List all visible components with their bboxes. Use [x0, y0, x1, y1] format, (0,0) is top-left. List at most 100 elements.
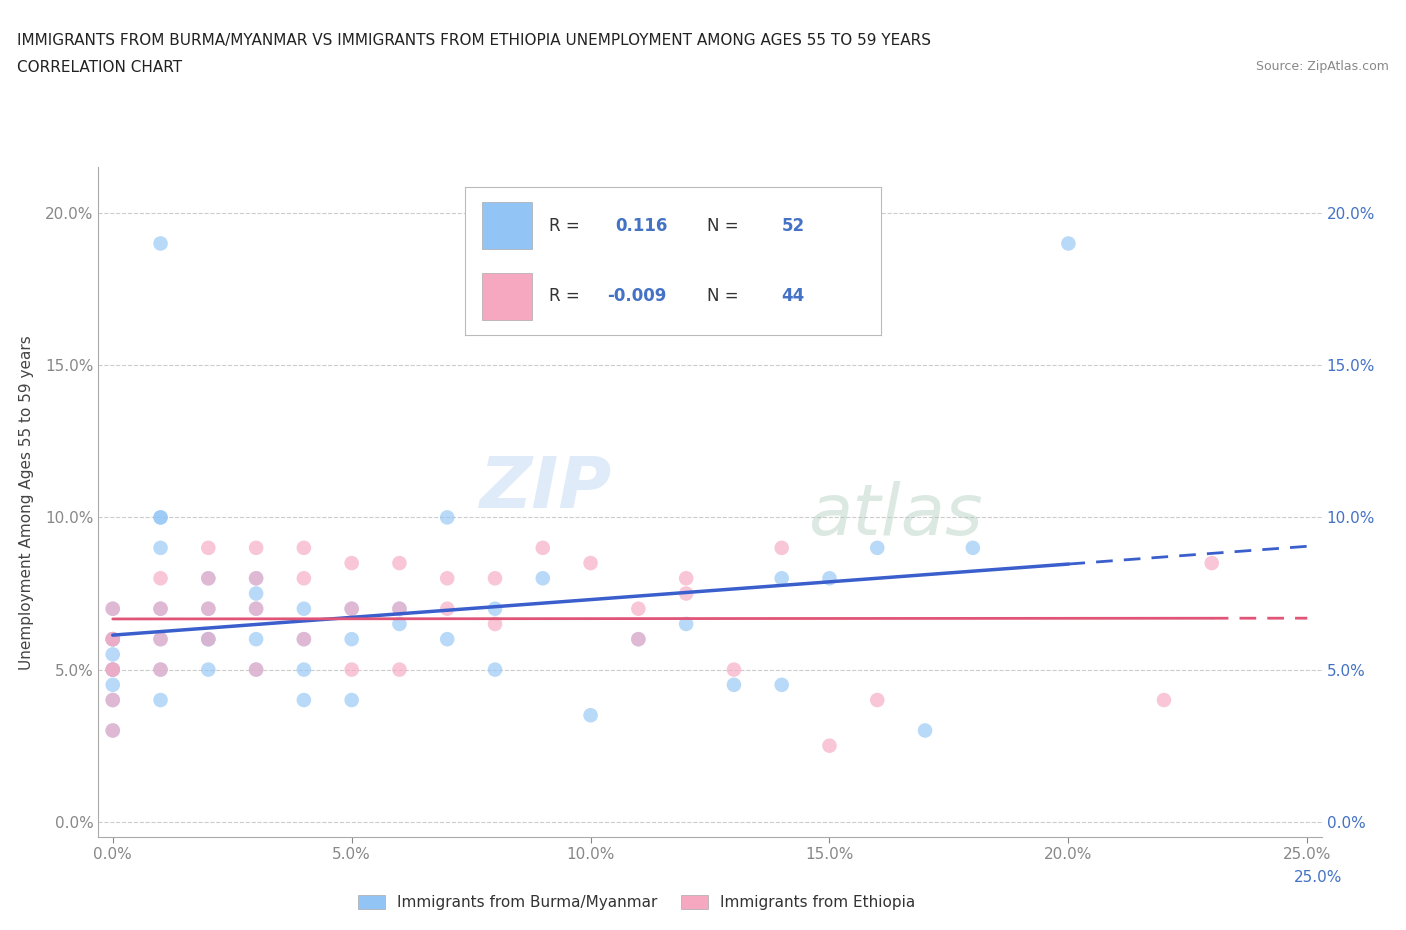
Point — [484, 602, 506, 617]
Point — [101, 631, 124, 646]
Legend: Immigrants from Burma/Myanmar, Immigrants from Ethiopia: Immigrants from Burma/Myanmar, Immigrant… — [352, 889, 922, 916]
Point — [340, 631, 363, 646]
Point — [245, 631, 267, 646]
Point — [770, 540, 793, 555]
Point — [101, 602, 124, 617]
Point — [292, 631, 315, 646]
Point — [245, 571, 267, 586]
Point — [531, 571, 554, 586]
Point — [101, 662, 124, 677]
Point — [914, 723, 936, 737]
Point — [770, 571, 793, 586]
Point — [292, 571, 315, 586]
Text: ZIP: ZIP — [479, 455, 612, 524]
Point — [245, 571, 267, 586]
Point — [149, 571, 172, 586]
Point — [149, 510, 172, 525]
Point — [101, 647, 124, 662]
Point — [101, 631, 124, 646]
Point — [1057, 236, 1080, 251]
Point — [866, 693, 889, 708]
Text: IMMIGRANTS FROM BURMA/MYANMAR VS IMMIGRANTS FROM ETHIOPIA UNEMPLOYMENT AMONG AGE: IMMIGRANTS FROM BURMA/MYANMAR VS IMMIGRA… — [17, 33, 931, 47]
Point — [484, 571, 506, 586]
Point — [149, 236, 172, 251]
Point — [245, 602, 267, 617]
Point — [818, 738, 841, 753]
Point — [962, 540, 984, 555]
Text: 25.0%: 25.0% — [1295, 870, 1343, 884]
Point — [866, 540, 889, 555]
Point — [149, 602, 172, 617]
Point — [197, 602, 219, 617]
Point — [579, 555, 602, 570]
Point — [245, 540, 267, 555]
Point — [627, 631, 650, 646]
Point — [101, 662, 124, 677]
Point — [340, 555, 363, 570]
Point — [197, 631, 219, 646]
Text: atlas: atlas — [808, 481, 983, 550]
Point — [101, 693, 124, 708]
Point — [436, 510, 458, 525]
Point — [675, 617, 697, 631]
Point — [101, 662, 124, 677]
Point — [245, 586, 267, 601]
Point — [101, 693, 124, 708]
Point — [292, 602, 315, 617]
Point — [101, 631, 124, 646]
Point — [340, 602, 363, 617]
Point — [149, 602, 172, 617]
Point — [292, 662, 315, 677]
Point — [197, 631, 219, 646]
Point — [149, 662, 172, 677]
Point — [531, 540, 554, 555]
Point — [149, 510, 172, 525]
Point — [149, 662, 172, 677]
Point — [292, 540, 315, 555]
Point — [340, 602, 363, 617]
Point — [340, 693, 363, 708]
Text: Source: ZipAtlas.com: Source: ZipAtlas.com — [1256, 60, 1389, 73]
Point — [675, 571, 697, 586]
Point — [723, 662, 745, 677]
Text: CORRELATION CHART: CORRELATION CHART — [17, 60, 181, 75]
Point — [101, 723, 124, 737]
Point — [1153, 693, 1175, 708]
Point — [436, 571, 458, 586]
Point — [340, 662, 363, 677]
Point — [627, 631, 650, 646]
Point — [197, 662, 219, 677]
Point — [484, 617, 506, 631]
Point — [388, 602, 411, 617]
Point — [579, 708, 602, 723]
Point — [388, 555, 411, 570]
Point — [292, 693, 315, 708]
Point — [101, 723, 124, 737]
Point — [388, 602, 411, 617]
Point — [149, 631, 172, 646]
Point — [149, 540, 172, 555]
Point — [101, 602, 124, 617]
Point — [149, 631, 172, 646]
Point — [770, 677, 793, 692]
Point — [436, 602, 458, 617]
Point — [197, 631, 219, 646]
Point — [627, 602, 650, 617]
Point — [818, 571, 841, 586]
Point — [149, 693, 172, 708]
Point — [197, 571, 219, 586]
Point — [197, 602, 219, 617]
Point — [388, 662, 411, 677]
Point — [723, 677, 745, 692]
Point — [245, 602, 267, 617]
Point — [245, 662, 267, 677]
Point — [245, 662, 267, 677]
Point — [101, 662, 124, 677]
Point — [436, 631, 458, 646]
Point — [484, 662, 506, 677]
Point — [1201, 555, 1223, 570]
Point — [197, 571, 219, 586]
Point — [675, 586, 697, 601]
Point — [101, 631, 124, 646]
Point — [101, 677, 124, 692]
